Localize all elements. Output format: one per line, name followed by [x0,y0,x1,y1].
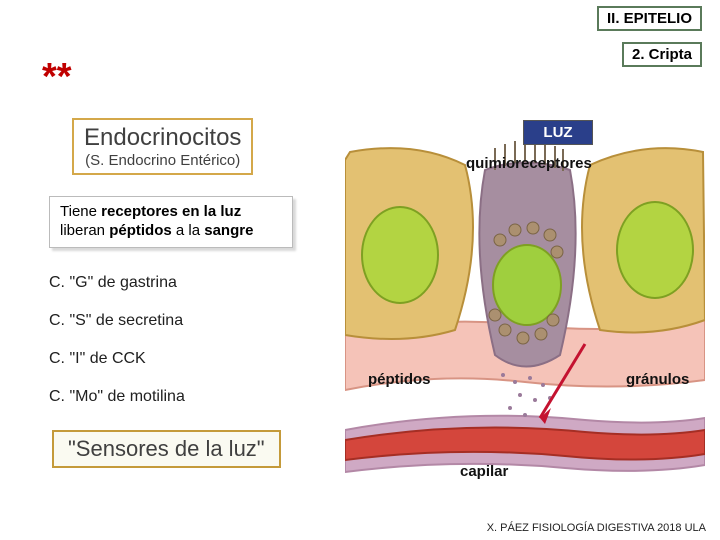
title-box: Endocrinocitos (S. Endocrino Entérico) [72,118,253,175]
diagram-svg [345,120,705,490]
desc-t1: Tiene [60,203,101,220]
subsection-header: 2. Cripta [622,42,702,67]
label-quimio: quimioreceptores [463,154,595,173]
celltype-mo: C. "Mo" de motilina [49,388,185,406]
label-peptidos: péptidos [365,370,434,389]
footer-credit: X. PÁEZ FISIOLOGÍA DIGESTIVA 2018 ULA [487,522,706,534]
sensor-box: "Sensores de la luz" [52,430,281,468]
title-sub: (S. Endocrino Entérico) [84,152,241,169]
label-granulos: gránulos [623,370,692,389]
asterisks: ** [42,56,72,99]
desc-b1: receptores en la luz [101,203,241,220]
celltype-s: C. "S" de secretina [49,312,183,330]
desc-t2: liberan [60,222,109,239]
desc-b2: péptidos [109,222,172,239]
label-capilar: capilar [457,462,511,481]
desc-b3: sangre [204,222,253,239]
cell-diagram: LUZ quimioreceptores péptidos gránulos c… [345,120,705,490]
label-luz: LUZ [523,120,593,145]
section-header: II. EPITELIO [597,6,702,31]
title-main: Endocrinocitos [84,124,241,152]
celltype-g: C. "G" de gastrina [49,274,177,292]
desc-t3: a la [172,222,205,239]
celltype-i: C. "I" de CCK [49,350,146,368]
description-box: Tiene receptores en la luz liberan pépti… [49,196,293,248]
